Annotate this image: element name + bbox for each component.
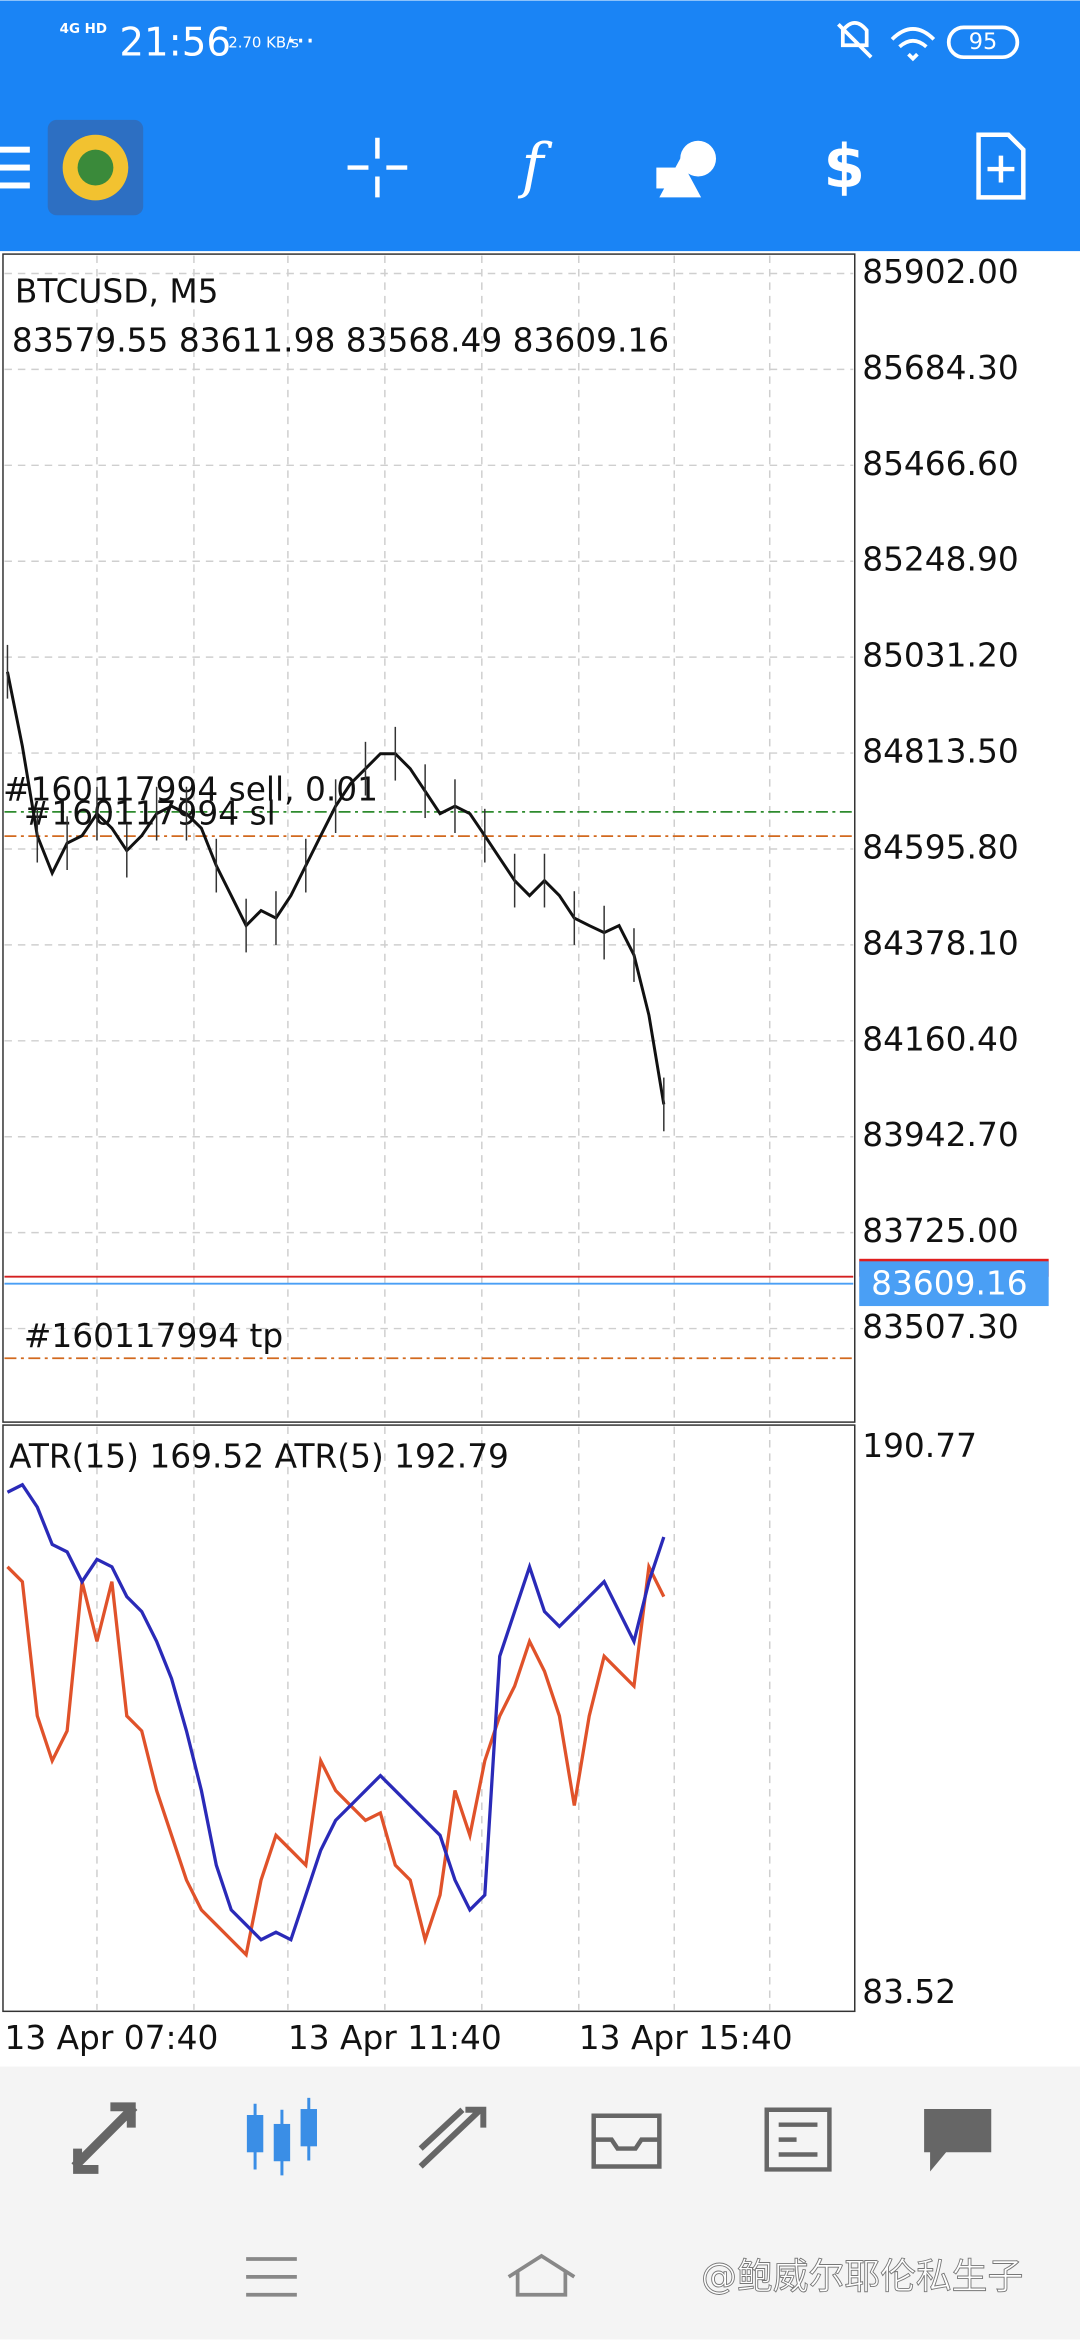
x-tick-label: 13 Apr 07:40 (4, 2019, 218, 2057)
y-tick-label: 84378.10 (862, 924, 1019, 962)
app-header (0, 0, 1080, 252)
price-panel (2, 253, 856, 1423)
x-tick-label: 13 Apr 11:40 (288, 2019, 502, 2057)
net-speed: 2.70 KB/s (228, 34, 299, 52)
y-tick-label: 83507.30 (862, 1308, 1019, 1346)
battery-level: 95 (969, 29, 997, 55)
chart-tab[interactable] (246, 2097, 317, 2176)
atr-line (6, 1561, 666, 1958)
new-order-button[interactable] (976, 132, 1026, 200)
menu-button[interactable] (0, 146, 30, 189)
network: 4G HD (60, 22, 107, 37)
atr-panel (2, 1424, 856, 2013)
watermark: @鲍威尔耶伦私生子 (701, 2256, 1023, 2297)
system-nav (246, 2253, 576, 2297)
y-tick-label: 84160.40 (862, 1020, 1019, 1058)
ohlc-label: 83579.55 83611.98 83568.49 83609.16 (12, 322, 669, 360)
recent-button[interactable] (246, 2257, 297, 2297)
more-indicator: ··· (286, 24, 314, 59)
atr-max: 190.77 (862, 1427, 977, 1465)
trade-button[interactable]: $ (824, 133, 866, 202)
crosshair-button[interactable] (347, 137, 408, 198)
y-tick-label: 85031.20 (862, 637, 1019, 675)
y-tick-label: 85902.00 (862, 253, 1019, 291)
status-icons (837, 21, 1020, 62)
y-tick-label: 83725.00 (862, 1212, 1019, 1250)
vertical-grid (96, 255, 771, 2010)
quotes-tab[interactable] (71, 2102, 138, 2174)
y-tick-label: 84813.50 (862, 733, 1019, 771)
y-tick-label: 84595.80 (862, 828, 1019, 866)
bottom-area (0, 2066, 1080, 2340)
bottom-nav (71, 2097, 992, 2176)
current-price: 83609.16 (871, 1265, 1027, 1303)
order-label: #160117994 sl (24, 795, 276, 833)
app-icon (47, 119, 144, 216)
x-tick-label: 13 Apr 15:40 (579, 2019, 793, 2057)
order-label: #160117994 tp (24, 1317, 283, 1355)
trade-tab[interactable] (418, 2106, 487, 2169)
clock: 21:56 (119, 21, 231, 66)
main-layer: 85902.00 85684.30 85466.60 85248.90 85031.20… (3, 253, 1049, 2057)
history-tab[interactable] (591, 2113, 662, 2169)
y-tick-label: 85684.30 (862, 349, 1019, 387)
y-tick-label: 83942.70 (862, 1116, 1019, 1154)
atr-min: 83.52 (862, 1973, 956, 2011)
news-tab[interactable] (764, 2107, 832, 2172)
messages-tab[interactable] (924, 2109, 992, 2172)
order-label: #160117994 sell, 0.01 (3, 770, 378, 808)
objects-button[interactable] (656, 140, 717, 198)
atr-label: ATR(15) 169.52 ATR(5) 192.79 (9, 1437, 509, 1475)
home-button[interactable] (507, 2253, 576, 2297)
atr-line (6, 1482, 666, 1943)
y-tick-label: 85248.90 (862, 541, 1019, 579)
symbol-label: BTCUSD, M5 (15, 272, 219, 310)
price-tag (859, 1261, 1049, 1307)
y-tick-label: 85466.60 (862, 445, 1019, 483)
